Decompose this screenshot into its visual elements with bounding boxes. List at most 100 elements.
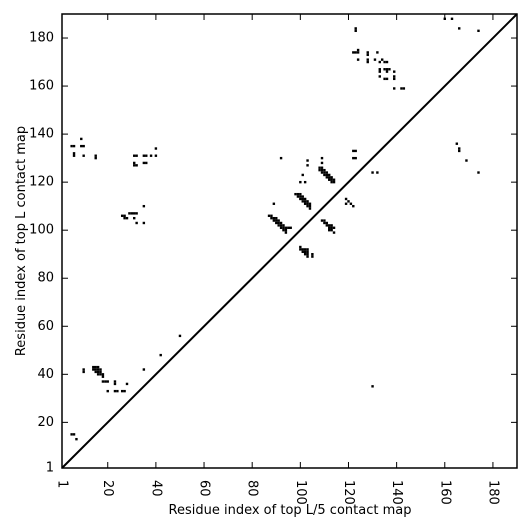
contact-point xyxy=(120,214,124,217)
contact-point xyxy=(272,216,276,220)
contact-point xyxy=(323,171,326,174)
contact-point xyxy=(94,368,97,371)
contact-point xyxy=(308,204,312,208)
contact-point xyxy=(332,178,336,181)
contact-point xyxy=(135,164,138,167)
contact-point xyxy=(282,224,285,227)
contact-point xyxy=(458,27,461,30)
contact-point xyxy=(330,224,333,227)
contact-point xyxy=(277,219,280,222)
contact-point xyxy=(142,204,146,208)
contact-point xyxy=(477,29,480,33)
contact-point xyxy=(380,58,384,61)
contact-point xyxy=(330,178,333,181)
contact-point xyxy=(142,221,146,225)
contact-point xyxy=(279,224,283,227)
contact-point xyxy=(328,176,331,179)
contact-point xyxy=(133,164,136,167)
contact-point xyxy=(455,142,459,145)
contact-point xyxy=(366,53,369,57)
contact-point xyxy=(352,149,355,153)
contact-point xyxy=(294,192,297,196)
contact-point xyxy=(306,164,309,167)
contact-point xyxy=(113,380,117,383)
contact-point xyxy=(303,180,307,184)
contact-point xyxy=(383,77,386,81)
contact-point xyxy=(383,68,386,71)
contact-point xyxy=(145,154,148,157)
contact-point xyxy=(75,437,78,441)
contact-point xyxy=(376,51,379,54)
contact-point xyxy=(385,68,389,71)
contact-point xyxy=(308,202,312,205)
contact-point xyxy=(94,365,97,369)
contact-point xyxy=(296,195,300,198)
contact-point xyxy=(92,368,95,371)
contact-point xyxy=(378,60,381,64)
contact-point xyxy=(72,154,76,157)
contact-point xyxy=(94,370,97,374)
contact-point xyxy=(82,144,85,148)
contact-point xyxy=(299,197,302,201)
contact-point xyxy=(349,202,353,205)
contact-point xyxy=(96,370,100,374)
x-tick-label: 40 xyxy=(148,480,163,497)
y-tick-label: 60 xyxy=(37,319,54,334)
contact-point xyxy=(94,154,97,157)
contact-point xyxy=(279,226,283,229)
contact-point xyxy=(306,202,309,205)
contact-point xyxy=(178,334,182,338)
contact-point xyxy=(354,156,357,160)
contact-point xyxy=(275,219,278,222)
contact-point xyxy=(72,152,76,155)
contact-point xyxy=(279,221,283,225)
contact-point xyxy=(325,171,329,174)
contact-point xyxy=(320,171,324,174)
contact-point xyxy=(284,231,288,234)
y-tick-label: 100 xyxy=(29,223,54,238)
contact-point xyxy=(72,144,76,148)
contact-point xyxy=(133,161,136,165)
contact-point xyxy=(371,171,374,174)
contact-point xyxy=(371,385,374,388)
contact-point xyxy=(325,221,329,225)
contact-point xyxy=(330,228,333,232)
contact-point xyxy=(325,224,329,227)
contact-point xyxy=(347,200,350,203)
contact-point xyxy=(267,214,271,217)
contact-point xyxy=(70,144,73,148)
contact-point xyxy=(320,168,324,172)
contact-point xyxy=(128,212,131,215)
contact-point xyxy=(328,173,331,177)
contact-point xyxy=(289,226,292,229)
y-tick-label: 140 xyxy=(29,127,54,142)
contact-point xyxy=(70,433,73,436)
contact-point xyxy=(282,226,285,229)
contact-point xyxy=(330,226,333,229)
contact-point xyxy=(96,365,100,369)
contact-point xyxy=(301,248,304,251)
contact-point xyxy=(458,147,461,150)
contact-point xyxy=(96,368,100,371)
contact-point xyxy=(385,70,389,73)
contact-point xyxy=(270,216,273,220)
contact-point xyxy=(142,154,146,157)
contact-point xyxy=(393,87,396,90)
contact-point xyxy=(323,168,326,172)
contact-point xyxy=(106,380,109,383)
contact-point xyxy=(373,58,377,61)
data-points xyxy=(70,17,480,441)
contact-point xyxy=(133,216,136,220)
contact-point xyxy=(306,200,309,203)
contact-point xyxy=(323,221,326,225)
contact-point xyxy=(116,389,119,393)
contact-point xyxy=(328,226,331,229)
contact-point xyxy=(352,51,355,54)
contact-point xyxy=(354,51,357,54)
contact-point xyxy=(378,75,381,78)
contact-point xyxy=(80,144,83,148)
contact-point xyxy=(99,368,102,371)
contact-point xyxy=(354,149,357,153)
